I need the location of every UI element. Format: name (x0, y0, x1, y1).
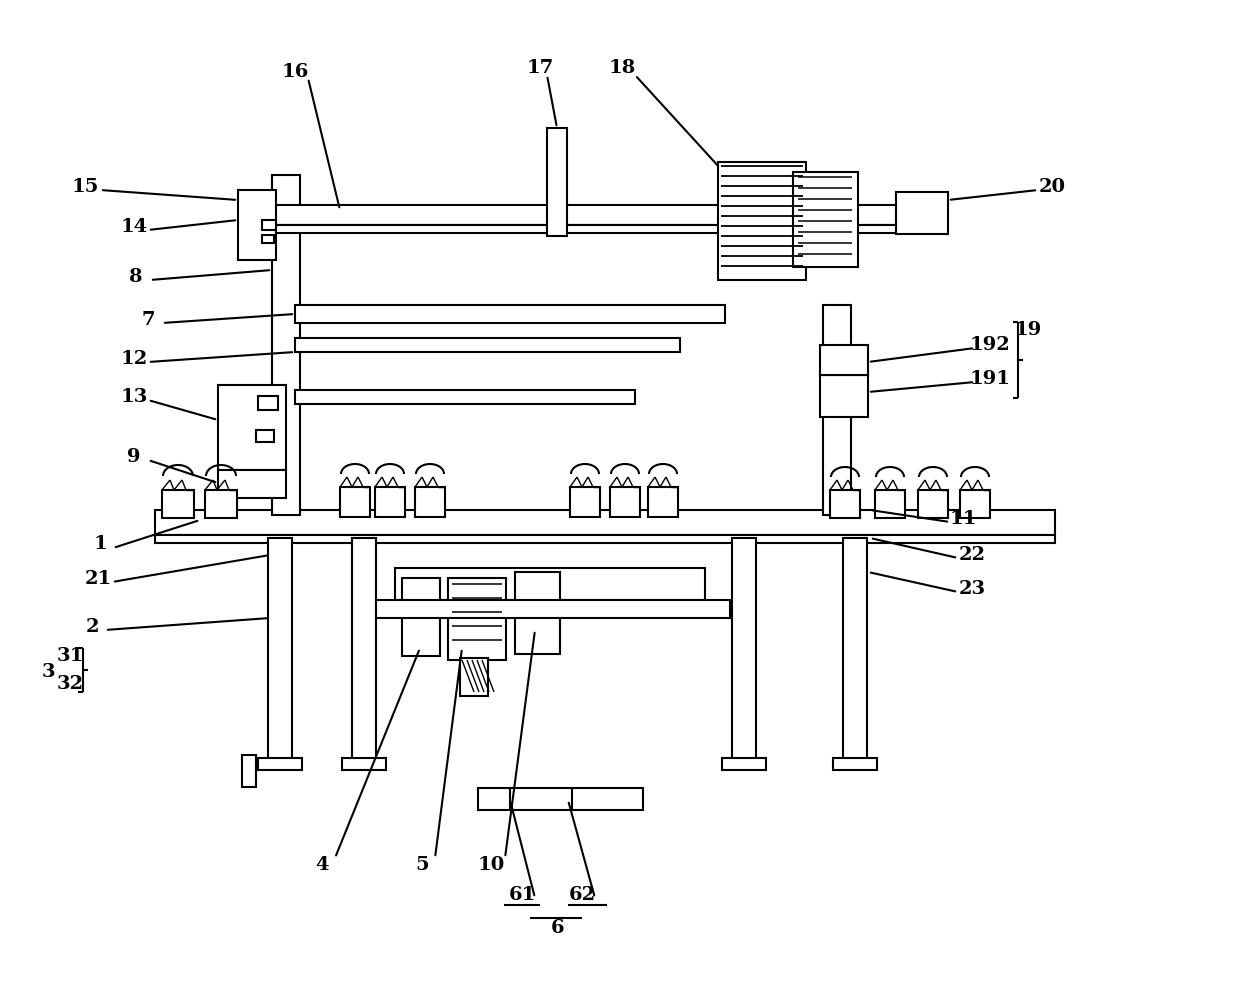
Bar (245, 225, 904, 233)
Text: 4: 4 (315, 856, 328, 874)
Text: 61: 61 (508, 886, 535, 904)
Text: 15: 15 (72, 178, 99, 196)
Bar (460, 658, 488, 696)
Text: 31: 31 (56, 647, 84, 665)
Bar (722, 758, 766, 770)
Bar (960, 490, 990, 518)
Bar (245, 205, 904, 225)
Bar (610, 487, 641, 517)
Text: 12: 12 (120, 350, 147, 368)
Bar (843, 538, 867, 763)
Bar (218, 470, 286, 498)
Text: 23: 23 (959, 580, 985, 598)
Bar (820, 375, 869, 417)
Bar (401, 578, 440, 656)
Text: 62: 62 (569, 886, 596, 904)
Bar (478, 788, 643, 810)
Bar (295, 305, 725, 323)
Bar (830, 490, 860, 518)
Text: 10: 10 (477, 856, 504, 874)
Bar (261, 220, 276, 230)
Text: 22: 22 (959, 546, 985, 564)
Bar (415, 487, 445, 517)
Text: 5: 5 (415, 856, 429, 874)
Bar (395, 568, 705, 600)
Bar (258, 758, 302, 770)
Text: 7: 7 (141, 311, 155, 329)
Text: 32: 32 (57, 675, 83, 693)
Text: 13: 13 (120, 388, 147, 406)
Text: 19: 19 (1015, 321, 1042, 339)
Bar (833, 758, 877, 770)
Bar (155, 510, 1054, 535)
Text: 11: 11 (949, 510, 976, 528)
Bar (339, 487, 370, 517)
Text: 1: 1 (93, 535, 107, 553)
Text: 191: 191 (969, 370, 1011, 388)
Bar (823, 305, 851, 515)
Text: 192: 192 (970, 336, 1010, 354)
Bar (896, 192, 948, 234)
Text: 3: 3 (41, 663, 55, 681)
Bar (717, 162, 807, 280)
Bar (515, 572, 560, 654)
Text: 6: 6 (551, 919, 565, 937)
Bar (375, 487, 405, 517)
Bar (793, 172, 857, 267)
Bar (342, 758, 387, 770)
Bar (218, 385, 286, 470)
Bar (449, 578, 506, 660)
Bar (570, 487, 600, 517)
Bar (258, 396, 278, 410)
Bar (875, 490, 904, 518)
Bar (155, 535, 1054, 543)
Text: 16: 16 (281, 63, 309, 81)
Bar (242, 755, 256, 787)
Bar (732, 538, 756, 763)
Bar (238, 190, 276, 260)
Text: 9: 9 (128, 448, 141, 466)
Text: 2: 2 (85, 618, 99, 636)
Bar (204, 490, 237, 518)
Bar (918, 490, 948, 518)
Text: 17: 17 (527, 59, 554, 77)
Bar (648, 487, 678, 517)
Text: 8: 8 (129, 268, 142, 286)
Bar (273, 175, 300, 515)
Text: 20: 20 (1038, 178, 1066, 196)
Bar (268, 538, 292, 763)
Bar (295, 338, 680, 352)
Bar (256, 430, 274, 442)
Bar (370, 600, 730, 618)
Bar (295, 390, 636, 404)
Bar (261, 235, 274, 243)
Bar (546, 128, 567, 236)
Bar (820, 345, 869, 375)
Bar (352, 538, 375, 763)
Text: 14: 14 (120, 218, 147, 236)
Text: 18: 18 (608, 59, 636, 77)
Text: 21: 21 (84, 570, 112, 588)
Bar (162, 490, 195, 518)
